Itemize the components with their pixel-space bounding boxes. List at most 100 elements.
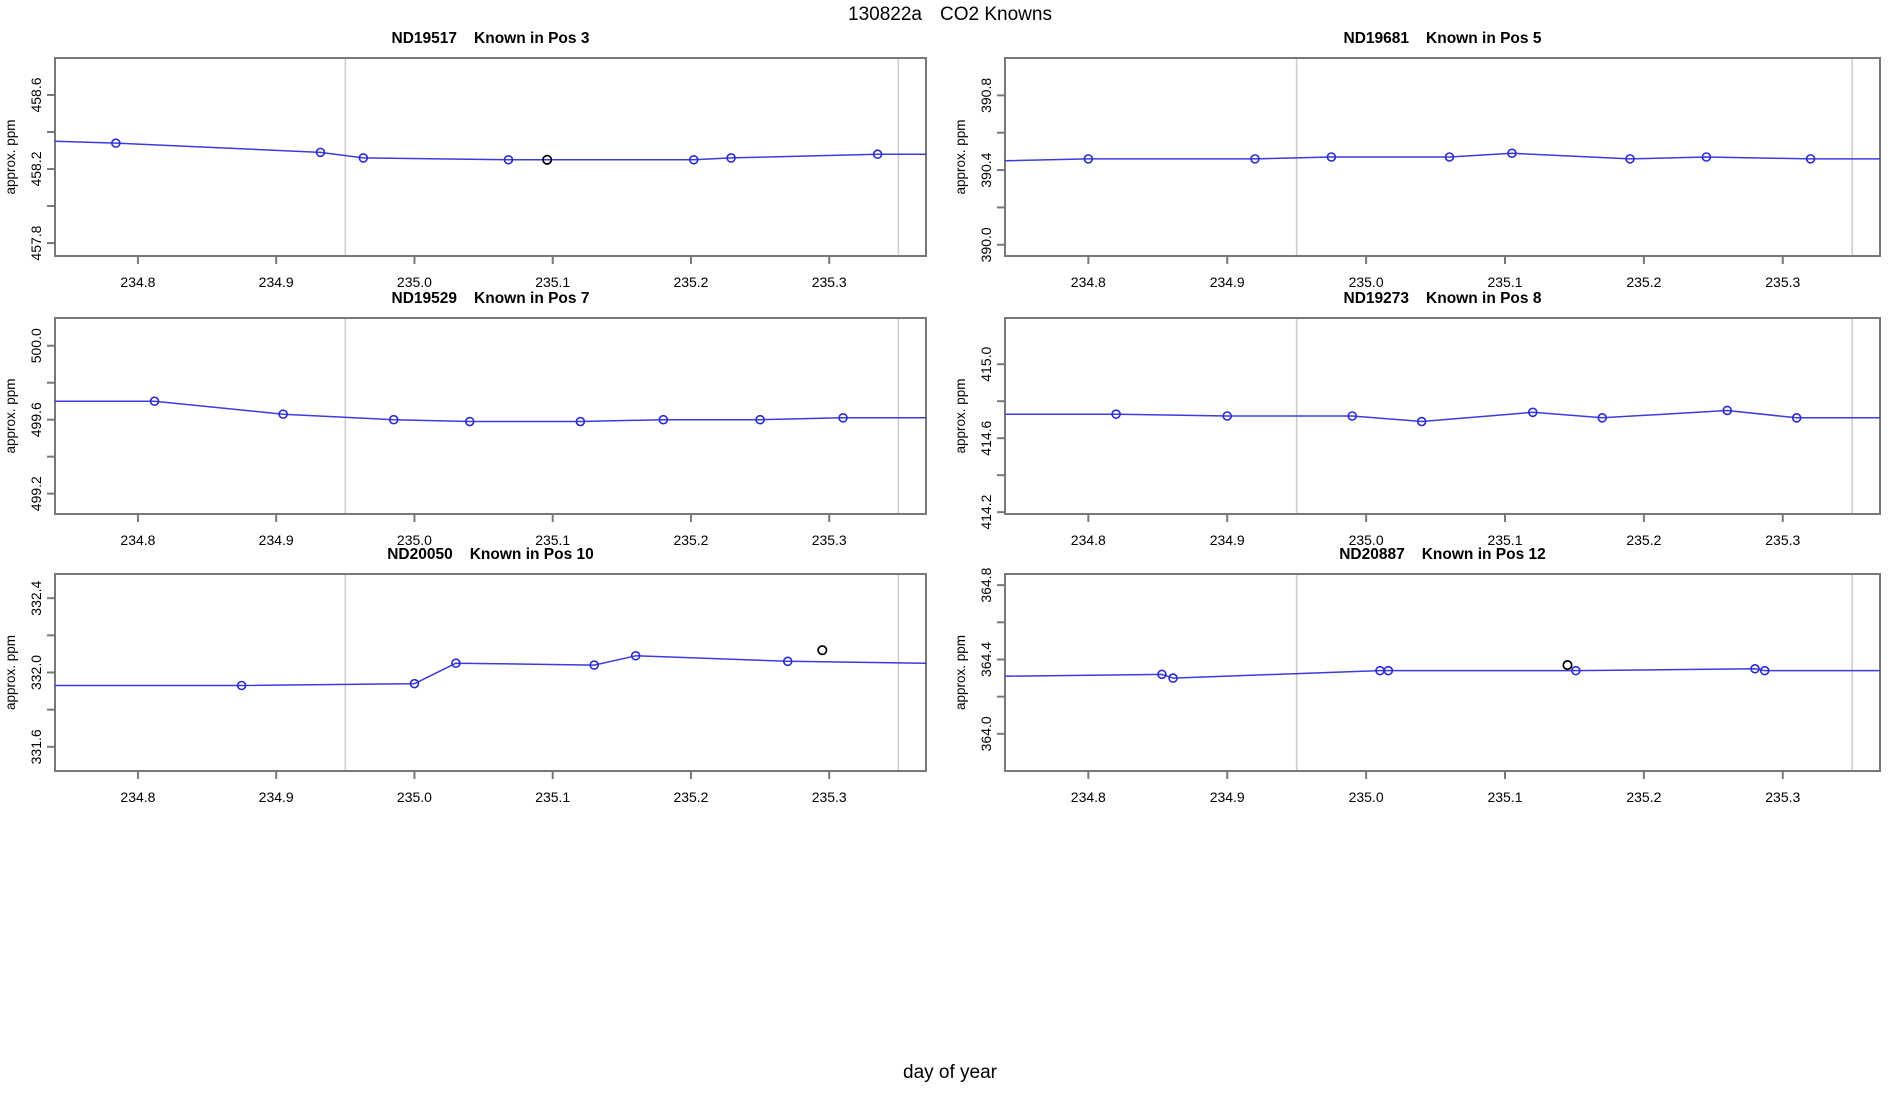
y-tick-label: 499.6 [28,402,44,437]
y-tick-label: 364.4 [978,642,994,677]
series-line [1005,409,1880,423]
y-axis-title: approx. ppm [953,119,968,194]
x-tick-label: 234.8 [120,789,155,805]
y-axis-title: approx. ppm [3,119,18,194]
y-axis: 499.2 499.6 500.0 [28,328,55,511]
plot-nd20887: 234.8 234.9 235.0 235.1 235.2 235.3 364.0 364.4… [953,567,1881,805]
x-axis: 234.8 234.9 235.0 235.1 235.2 235.3 [1071,256,1801,290]
x-tick-label: 234.9 [1210,789,1245,805]
x-tick-label: 235.0 [397,789,432,805]
x-tick-label: 235.1 [1487,274,1522,290]
highlight-markers [817,645,828,656]
x-tick-label: 235.2 [673,789,708,805]
x-axis: 234.8 234.9 235.0 235.1 235.2 235.3 [120,514,847,548]
panel-nd19517-pos3: ND19517 Known in Pos 3 234.8 234.9 235.0 235… [0,30,938,301]
series-markers [1083,148,1816,164]
panel-border [54,317,927,515]
figure-title: 130822a CO2 Knowns [0,4,1900,26]
position-label: Known in Pos 8 [1426,290,1542,307]
series-markers [111,138,883,165]
series-line [1004,152,1880,162]
panel-nd20050-pos10: ND20050 Known in Pos 10 234.8 234.9 235.0 23… [0,546,938,816]
x-tick-label: 235.3 [812,532,847,548]
panel-nd19529-pos7: ND19529 Known in Pos 7 234.8 234.9 235.0 235… [0,290,938,559]
x-tick-label: 235.2 [673,532,708,548]
highlight-markers [1562,660,1573,671]
x-tick-label: 235.0 [1349,789,1384,805]
x-tick-label: 235.0 [1349,532,1384,548]
y-axis: 331.6 332.0 332.4 [28,580,55,764]
panel-title-nd20050: ND20050 Known in Pos 10 [55,546,926,566]
y-tick-label: 414.2 [978,494,994,529]
plot-nd19273: 234.8 234.9 235.0 235.1 235.2 235.3 414.2 414.6… [953,317,1881,548]
series-line [55,655,927,687]
panel-border [1004,573,1881,772]
panel-title-nd20887: ND20887 Known in Pos 12 [1005,546,1880,566]
series-line [55,400,926,423]
panel-nd19273-pos8: ND19273 Known in Pos 8 234.8 234.9 235.0 235… [950,290,1892,559]
y-tick-label: 414.6 [978,420,994,455]
x-tick-label: 235.1 [1487,532,1522,548]
position-label: Known in Pos 5 [1426,30,1542,47]
x-axis: 234.8 234.9 235.0 235.1 235.2 235.3 [120,256,847,290]
x-axis-label: day of year [903,1062,997,1083]
panel-title-nd19273: ND19273 Known in Pos 8 [1005,290,1880,310]
x-axis: 234.8 234.9 235.0 235.1 235.2 235.3 [1071,771,1801,805]
figure-title-text: CO2 Knowns [940,4,1052,25]
plot-nd19681: 234.8 234.9 235.0 235.1 235.2 235.3 390.0 390.4… [953,57,1881,290]
y-axis-title: approx. ppm [953,635,968,710]
panel-title-nd19681: ND19681 Known in Pos 5 [1005,30,1880,50]
reference-vlines [344,574,900,771]
series-line [1004,668,1880,679]
position-label: Known in Pos 3 [474,30,590,47]
y-axis: 414.2 414.6 415.0 [978,347,1005,530]
y-tick-label: 457.8 [28,225,44,260]
instrument-id: ND20887 [1339,546,1405,563]
y-axis: 457.8 458.2 458.6 [28,77,55,261]
x-tick-label: 235.3 [812,789,847,805]
plot-nd20050: 234.8 234.9 235.0 235.1 235.2 235.3 331.6 332.0… [3,573,927,805]
panel-border [54,57,927,257]
y-tick-label: 499.2 [28,476,44,511]
instrument-id: ND19517 [391,30,458,47]
y-tick-label: 458.6 [28,77,44,112]
y-axis-title: approx. ppm [3,378,18,453]
x-tick-label: 234.8 [1071,532,1106,548]
x-tick-label: 234.9 [1210,532,1245,548]
x-tick-label: 234.9 [259,789,294,805]
y-tick-label: 415.0 [978,347,994,382]
x-tick-label: 235.0 [1349,274,1384,290]
x-tick-label: 235.3 [1765,789,1800,805]
panel-border [54,573,927,772]
panel-border [1004,317,1881,515]
x-tick-label: 235.1 [535,789,570,805]
instrument-id: ND19681 [1343,30,1410,47]
y-tick-label: 331.6 [28,729,44,764]
x-tick-label: 235.3 [1765,274,1800,290]
y-tick-label: 390.4 [978,152,994,187]
position-label: Known in Pos 10 [469,546,594,563]
y-axis: 390.0 390.4 390.8 [978,78,1005,262]
series-markers [1111,405,1802,427]
panel-nd19681-pos5: ND19681 Known in Pos 5 234.8 234.9 235.0 235… [950,30,1892,301]
position-label: Known in Pos 7 [474,290,590,307]
series-markers [1157,663,1770,683]
y-axis: 364.0 364.4 364.8 [978,567,1005,751]
x-tick-label: 234.9 [259,532,294,548]
instrument-id: ND19273 [1343,290,1410,307]
panel-title-nd19529: ND19529 Known in Pos 7 [55,290,926,310]
reference-vlines [344,318,900,514]
reference-vlines [1295,58,1854,256]
series-markers [149,396,848,427]
x-tick-label: 235.2 [1626,274,1661,290]
y-tick-label: 332.4 [28,580,44,615]
x-tick-label: 235.3 [812,274,847,290]
panel-title-nd19517: ND19517 Known in Pos 3 [55,30,926,50]
reference-vlines [1295,574,1854,771]
series-markers [236,650,793,691]
x-tick-label: 235.0 [397,532,432,548]
x-tick-label: 234.9 [1210,274,1245,290]
x-tick-label: 234.9 [259,274,294,290]
x-tick-label: 234.8 [120,274,155,290]
